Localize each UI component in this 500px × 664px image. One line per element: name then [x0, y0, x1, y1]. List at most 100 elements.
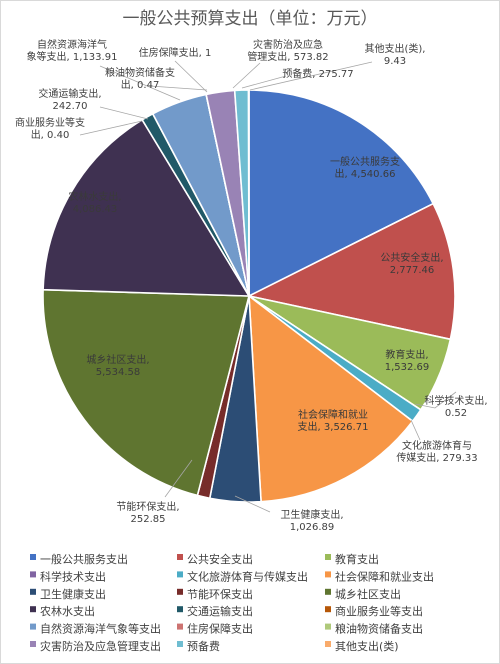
slice-label: 住房保障支出, 1: [139, 46, 212, 59]
slice-label: 教育支出, 1,532.69: [385, 348, 430, 373]
legend-swatch: [325, 588, 331, 595]
leader-line: [414, 391, 457, 409]
leader-line: [164, 459, 193, 498]
legend-label: 交通运输支出: [187, 604, 253, 618]
slice-label-line: 242.70: [53, 101, 88, 112]
leader-line: [149, 85, 208, 91]
legend-label: 教育支出: [335, 552, 379, 566]
leader-line: [241, 75, 287, 89]
slice-label: 粮油物资储备支出, 0.47: [105, 66, 175, 91]
slice-label-line: 粮油物资储备支: [105, 66, 175, 79]
legend-label: 住房保障支出: [187, 622, 253, 636]
slice-label-line: 预备费, 275.77: [282, 67, 353, 80]
legend-swatch: [30, 623, 36, 630]
slice-label: 灾害防治及应急管理支出, 573.82: [247, 38, 328, 63]
legend-label: 粮油物资储备支出: [335, 622, 423, 636]
legend-swatch: [30, 554, 36, 560]
slice-label-line: 9.43: [384, 56, 406, 67]
slice-label-line: 4,086.43: [73, 204, 118, 215]
slice-label: 农林水支出, 4,086.43: [68, 190, 121, 215]
slice-label-line: 出, 4,540.66: [335, 167, 396, 180]
slice-label: 公共安全支出, 2,777.46: [380, 251, 443, 276]
leader-line: [99, 106, 149, 120]
legend-swatch: [325, 554, 331, 560]
slice-label-line: 科学技术支出,: [424, 394, 487, 407]
leader-line: [234, 495, 271, 513]
slice-label-line: 农林水支出,: [68, 190, 121, 203]
slice-label-line: 灾害防治及应急: [253, 38, 323, 51]
legend-swatch: [325, 571, 331, 578]
legend-label: 社会保障和就业支出: [335, 569, 434, 583]
leader-line: [232, 62, 261, 89]
legend-swatch: [177, 554, 183, 560]
legend-label: 灾害防治及应急管理支出: [40, 639, 161, 653]
slice-label-line: 商业服务业等支: [15, 116, 85, 129]
leader-lines: [79, 60, 457, 513]
legend-swatch: [325, 641, 331, 647]
legend-swatch: [177, 571, 183, 578]
slice-label-line: 卫生健康支出,: [280, 508, 343, 521]
pie-slice: [246, 202, 456, 341]
legend-label: 一般公共服务支出: [40, 552, 128, 566]
slice-label: 社会保障和就业支出, 3,526.71: [298, 408, 369, 433]
slice-label-line: 2,777.46: [390, 265, 435, 276]
pie-slice: [42, 118, 251, 297]
chart-title: 一般公共预算支出（单位：万元）: [123, 9, 378, 29]
legend-swatch: [325, 606, 331, 613]
slice-label-line: 0.52: [445, 408, 467, 419]
legend-swatch: [177, 641, 183, 647]
slice-label-line: 出, 0.40: [31, 128, 70, 141]
legend-label: 农林水支出: [40, 604, 95, 618]
leader-line: [249, 61, 373, 91]
slice-label-line: 出, 0.47: [121, 78, 160, 91]
slice-label-line: 自然资源海洋气: [37, 38, 107, 51]
slice-label-line: 5,534.58: [96, 367, 141, 378]
legend-swatch: [30, 571, 36, 578]
slice-label-line: 传媒支出, 279.33: [396, 451, 477, 464]
legend-swatch: [177, 588, 183, 595]
legend-label: 其他支出(类): [335, 639, 399, 653]
slice-label-line: 1,532.69: [385, 362, 430, 373]
legend-label: 文化旅游体育与传媒支出: [187, 569, 308, 583]
legend-swatch: [325, 623, 331, 630]
data-labels: 一般公共服务支出, 4,540.66 公共安全支出, 2,777.46 教育支出, 1,…: [15, 38, 488, 533]
slice-label: 节能环保支出, 252.85: [116, 500, 179, 525]
slice-label: 科学技术支出, 0.52: [424, 394, 487, 419]
slice-label: 商业服务业等支出, 0.40: [15, 116, 85, 141]
pie-slice: [42, 288, 251, 497]
legend-label: 自然资源海洋气象等支出: [40, 622, 161, 636]
legend-label: 科学技术支出: [40, 569, 106, 583]
legend-swatch: [30, 588, 36, 595]
slice-label-line: 1,026.89: [290, 522, 335, 533]
slice-label: 预备费, 275.77: [282, 67, 353, 80]
slice-label-line: 文化旅游体育与: [402, 439, 472, 452]
slice-label-line: 节能环保支出,: [116, 500, 179, 513]
legend-swatch: [30, 641, 36, 647]
pie-slice: [248, 89, 435, 298]
leader-line: [79, 120, 143, 136]
slice-label: 文化旅游体育与传媒支出, 279.33: [396, 439, 477, 464]
slice-label-line: 支出, 3,526.71: [298, 420, 369, 433]
slice-label: 一般公共服务支出, 4,540.66: [330, 155, 400, 180]
slice-label-line: 管理支出, 573.82: [247, 50, 328, 63]
slice-label-line: 一般公共服务支: [330, 155, 400, 168]
slice-label: 卫生健康支出, 1,026.89: [280, 508, 343, 533]
legend-label: 商业服务业等支出: [335, 604, 423, 618]
legend-label: 预备费: [187, 639, 220, 653]
slice-label: 自然资源海洋气象等支出, 1,133.91: [27, 38, 118, 63]
legend-label: 公共安全支出: [187, 552, 253, 566]
legend-label: 节能环保支出: [187, 587, 253, 601]
pie-slices: [42, 89, 456, 503]
leader-line: [99, 65, 181, 101]
slice-label-line: 住房保障支出, 1: [139, 46, 212, 59]
slice-label-line: 交通运输支出,: [38, 87, 101, 100]
slice-label-line: 社会保障和就业: [298, 408, 368, 421]
legend-label: 卫生健康支出: [40, 587, 106, 601]
leader-line: [410, 419, 421, 441]
slice-label: 城乡社区支出, 5,534.58: [86, 353, 149, 378]
legend-swatch: [177, 623, 183, 630]
slice-label: 其他支出(类), 9.43: [365, 42, 426, 67]
legend-swatch: [30, 606, 36, 613]
